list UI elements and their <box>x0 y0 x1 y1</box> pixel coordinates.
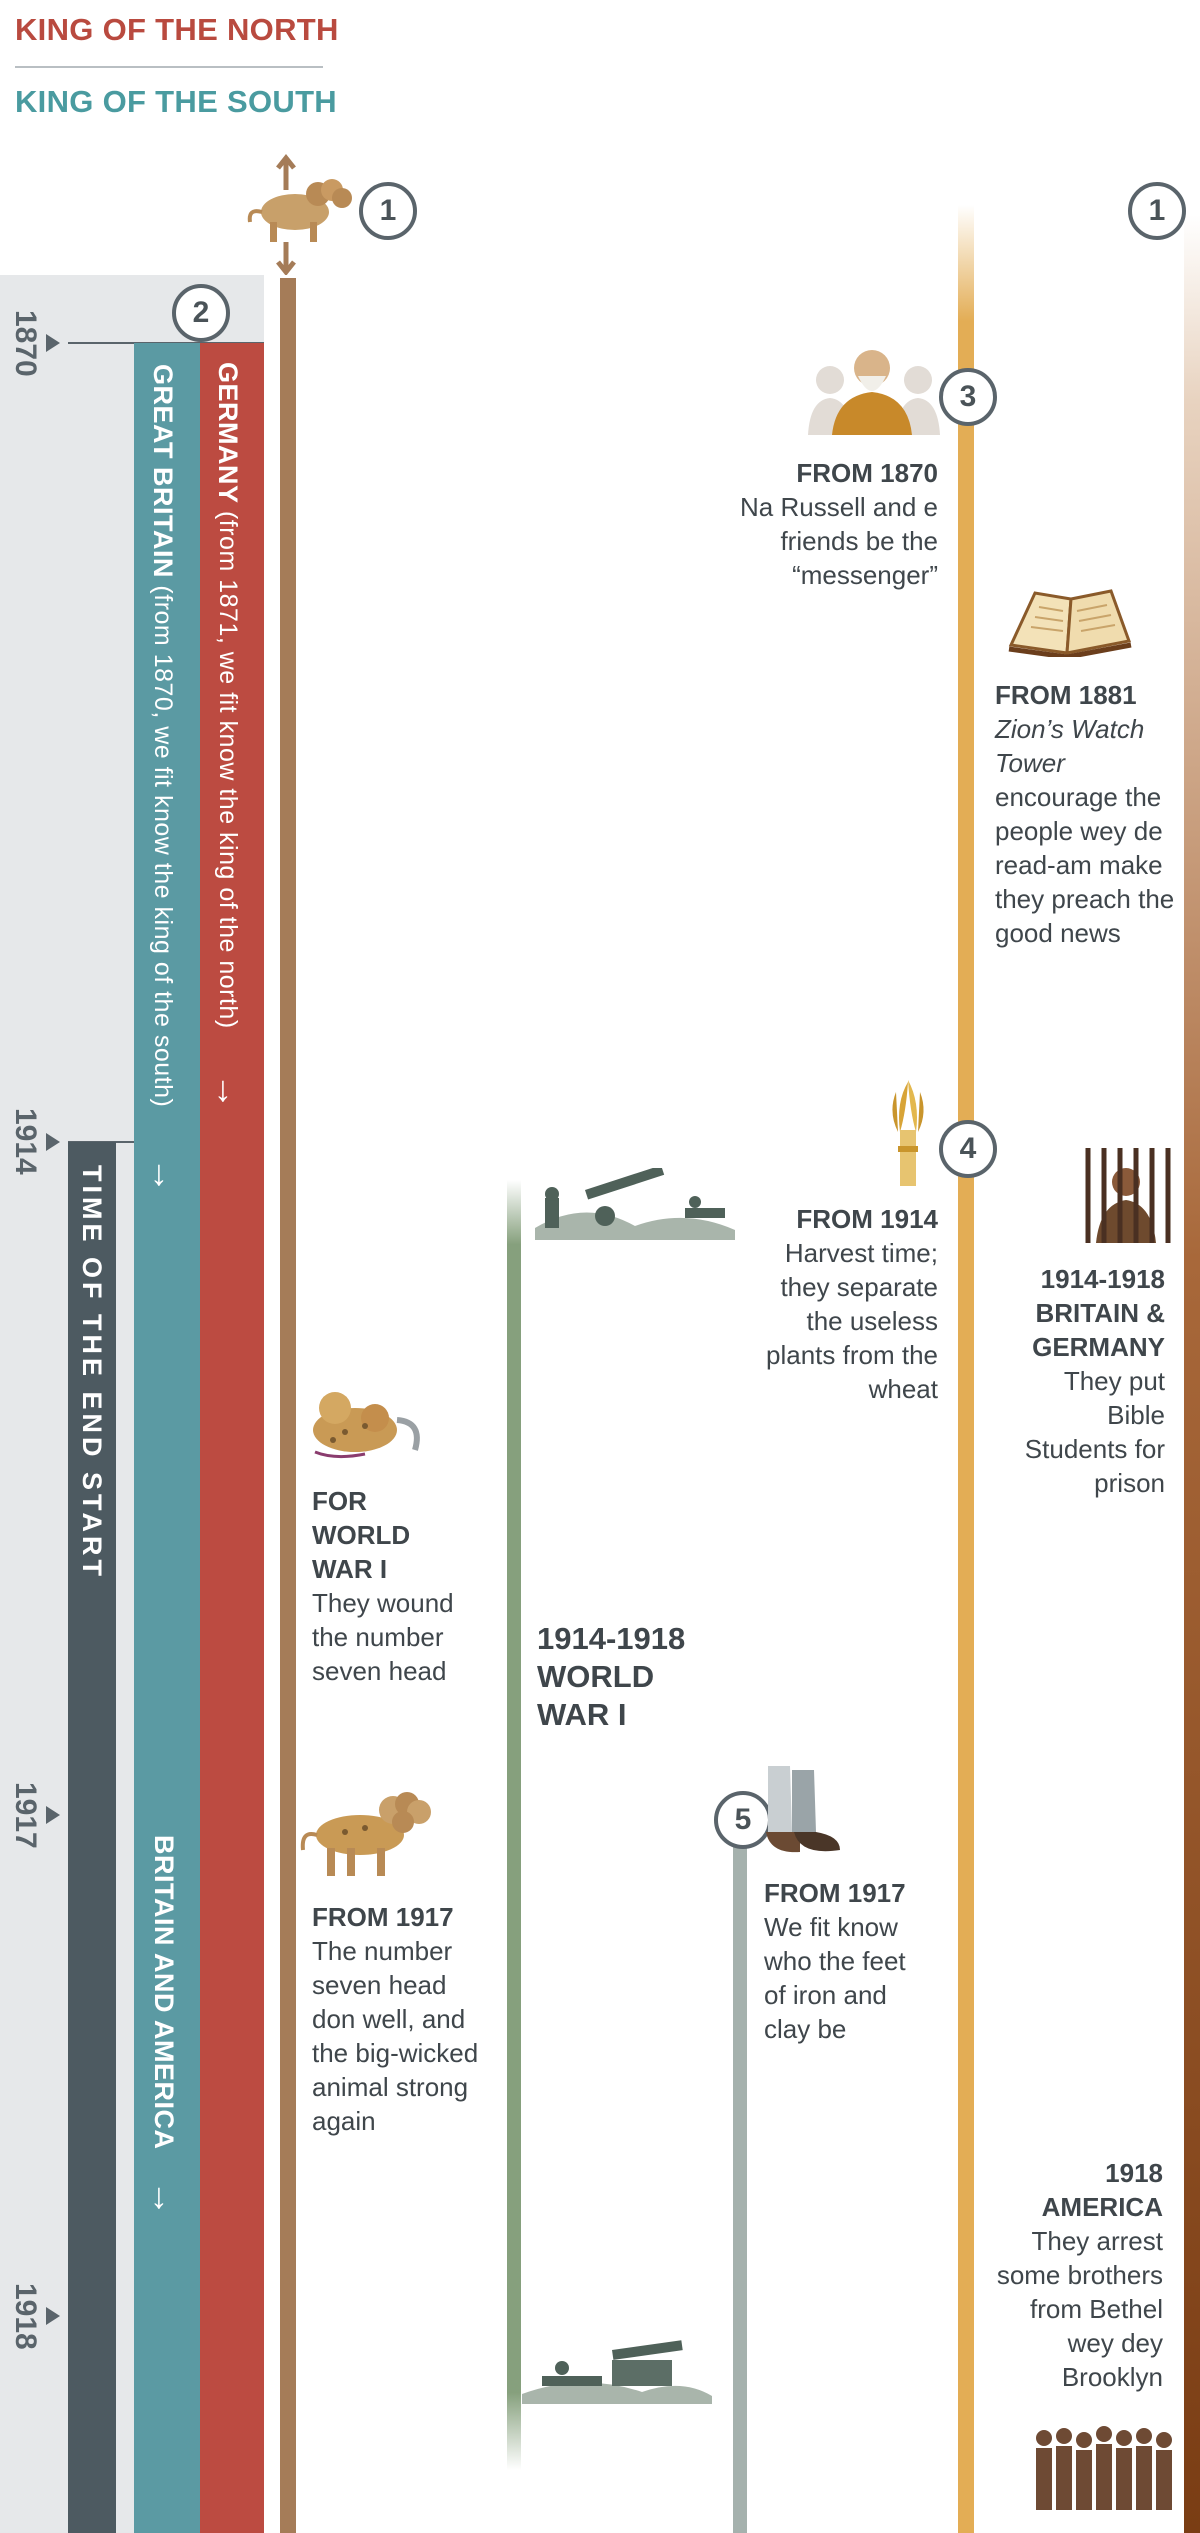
bar-brown <box>1184 215 1200 2533</box>
open-bible-icon <box>1008 589 1132 657</box>
year-1918: 1918 <box>9 2283 42 2350</box>
wheat-sheaf-icon <box>892 1080 924 1186</box>
world-war-label: 1914-1918 WORLD WAR I <box>537 1620 685 1734</box>
year-1917-marker <box>46 1806 60 1824</box>
marker-3: 3 <box>939 368 997 426</box>
time-of-end-label: TIME OF THE END START <box>76 1165 107 1580</box>
britain-bar-label: GREAT BRITAIN (from 1870, we fit know th… <box>147 364 178 1107</box>
from1881-title: FROM 1881 <box>995 680 1137 710</box>
lion-beast-icon <box>247 153 352 275</box>
marker-4: 4 <box>939 1120 997 1178</box>
america-body: They arrest some brothers from Bethel we… <box>996 2226 1163 2392</box>
bar-harvest <box>958 205 974 2533</box>
marker-1-left: 1 <box>359 182 417 240</box>
from1870-title: FROM 1870 <box>796 458 938 488</box>
beast-1917-body: The number seven head don well, and the … <box>312 1936 479 2136</box>
germany-name: GERMANY <box>213 362 243 504</box>
britain-arrow-down-icon: ↓ <box>150 1152 168 1193</box>
brothers-group-icon <box>1036 2426 1172 2510</box>
from1870-body: Na Russell and e friends be the “messeng… <box>740 492 938 590</box>
legend-king-south: KING OF THE SOUTH <box>15 84 337 119</box>
year-1870: 1870 <box>9 310 42 377</box>
bar-germany <box>200 343 264 2533</box>
from1914-title: FROM 1914 <box>796 1204 938 1234</box>
germany-arrow-down-icon: ↓ <box>214 1068 232 1109</box>
britain-note: (from 1870, we fit know the king of the … <box>149 577 177 1108</box>
world-war-word1: WORLD <box>537 1659 655 1694</box>
year-1918-marker <box>46 2307 60 2325</box>
germany-note: (from 1871, we fit know the king of the … <box>214 503 242 1029</box>
world-war-years: 1914-1918 <box>537 1621 686 1656</box>
world-war-word2: WAR I <box>537 1697 627 1732</box>
soldiers-cannon-icon-bottom <box>522 2340 712 2404</box>
year-1917: 1917 <box>9 1782 42 1849</box>
britain-name: GREAT BRITAIN <box>148 364 178 578</box>
time-of-end-text: TIME OF THE END START <box>77 1165 107 1580</box>
prison-text: 1914-1918 BRITAIN & GERMANY They put Bib… <box>1000 1262 1165 1500</box>
from1881-text: FROM 1881 Zion’s Watch Tower encourage t… <box>995 678 1177 950</box>
bar-time-of-end <box>68 1142 116 2533</box>
prisoner-icon <box>1085 1148 1171 1243</box>
britain-america-label: BRITAIN AND AMERICA <box>148 1835 179 2149</box>
marker-1-right: 1 <box>1128 182 1186 240</box>
from1870-text: FROM 1870 Na Russell and e friends be th… <box>730 456 938 592</box>
america-title: 1918 AMERICA <box>1041 2158 1163 2222</box>
beast-1917-text: FROM 1917 The number seven head don well… <box>312 1900 492 2138</box>
from1914-body: Harvest time; they separate the useless … <box>766 1238 938 1404</box>
legend-divider <box>15 66 323 68</box>
iron-clay-feet-icon <box>766 1766 840 1853</box>
bar-world-war <box>507 1180 521 2470</box>
healed-beast-icon <box>300 1792 431 1876</box>
germany-bar-label: GERMANY (from 1871, we fit know the king… <box>212 362 243 1029</box>
year-1870-marker <box>46 334 60 352</box>
from1914-text: FROM 1914 Harvest time; they separate th… <box>760 1202 938 1406</box>
beast-1917-title: FROM 1917 <box>312 1902 454 1932</box>
beast-wwi-body: They wound the number seven head <box>312 1588 454 1686</box>
beast-wwi-title: FOR WORLD WAR I <box>312 1486 411 1584</box>
prison-title: 1914-1918 BRITAIN & GERMANY <box>1032 1264 1165 1362</box>
from1881-body: encourage the people wey de read-am make… <box>995 782 1175 948</box>
year-1914-marker <box>46 1133 60 1151</box>
america-text: 1918 AMERICA They arrest some brothers f… <box>985 2156 1163 2394</box>
soldiers-cannon-icon <box>535 1168 735 1240</box>
marker-5: 5 <box>714 1791 772 1849</box>
britain-america-text: BRITAIN AND AMERICA <box>149 1835 179 2150</box>
bar-beast <box>280 278 296 2533</box>
year-1914: 1914 <box>9 1108 42 1175</box>
from1881-italic: Zion’s Watch Tower <box>995 714 1145 778</box>
feet-body: We fit know who the feet of iron and cla… <box>764 1912 906 2044</box>
feet-text: FROM 1917 We fit know who the feet of ir… <box>764 1876 924 2046</box>
bar-feet <box>733 1845 747 2533</box>
legend-king-north: KING OF THE NORTH <box>15 12 339 47</box>
marker-2: 2 <box>172 284 230 342</box>
beast-wwi-text: FOR WORLD WAR I They wound the number se… <box>312 1484 472 1688</box>
wounded-beast-icon <box>313 1392 420 1459</box>
prison-body: They put Bible Students for prison <box>1024 1366 1165 1498</box>
bar-britain <box>134 343 200 2533</box>
feet-title: FROM 1917 <box>764 1878 906 1908</box>
britain-america-arrow-down-icon: ↓ <box>150 2175 168 2216</box>
russell-portrait-icon <box>808 350 940 435</box>
